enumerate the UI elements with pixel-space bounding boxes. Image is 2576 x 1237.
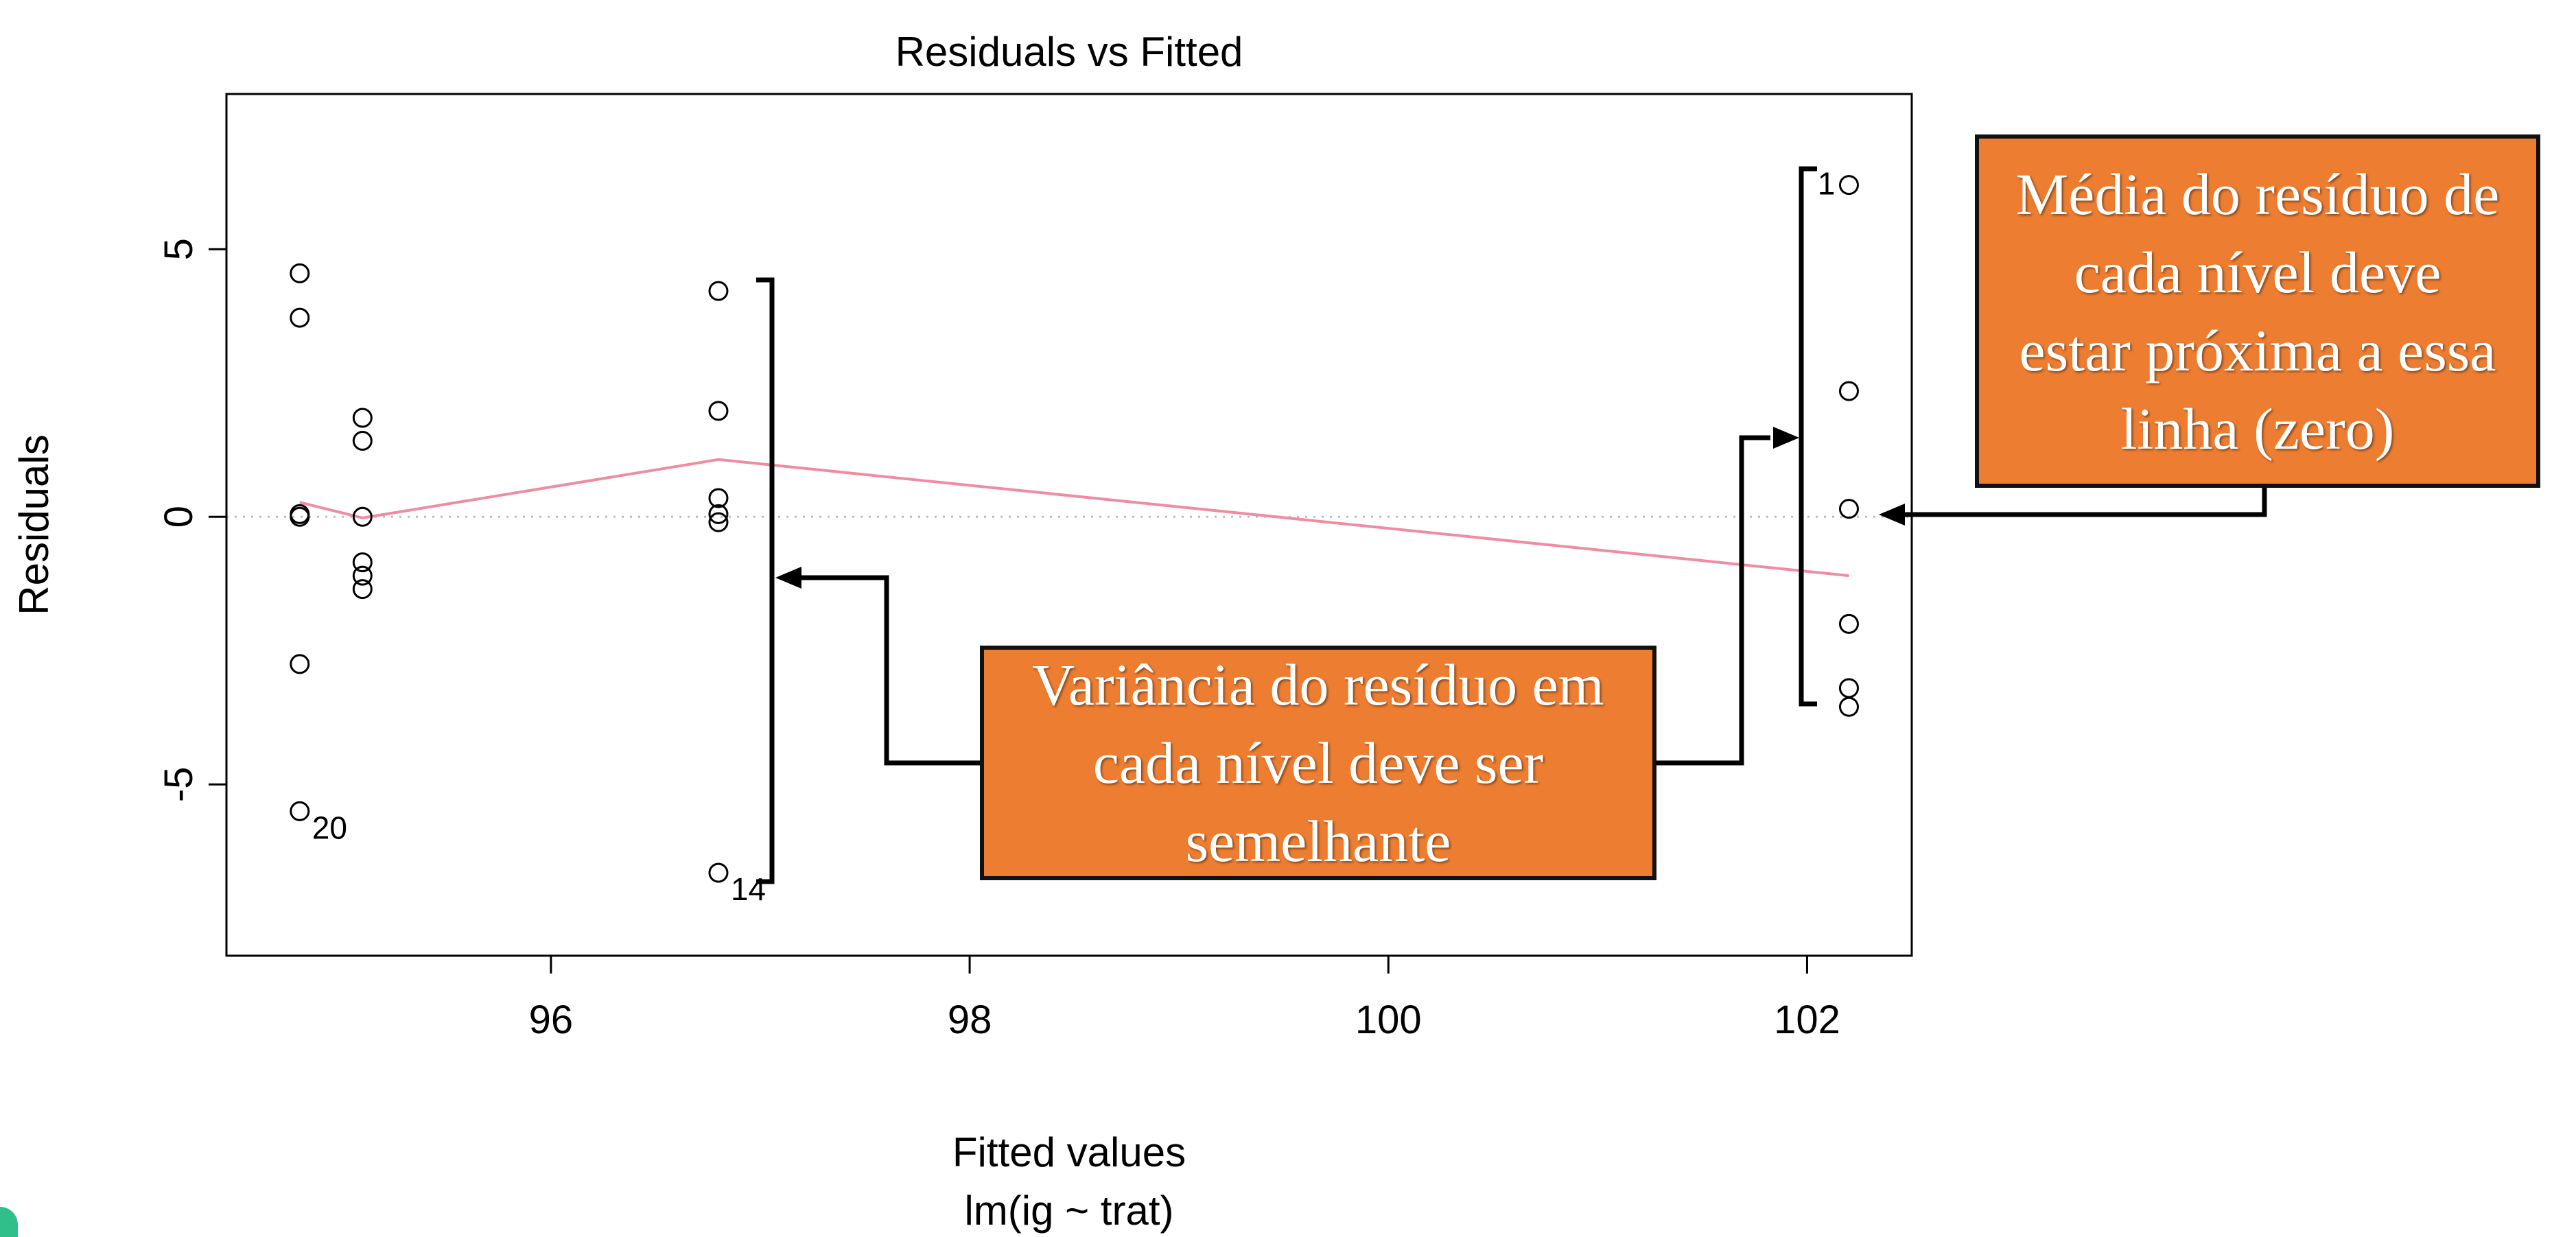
point-id-label: 14 [731, 871, 766, 907]
mean-callout-line-2: cada nível deve [2074, 239, 2442, 305]
residual-point [352, 552, 373, 573]
variance-callout-box: Variância do resíduo em cada nível deve … [980, 646, 1656, 880]
variance-bracket-level4 [1799, 166, 1817, 707]
x-tick-label: 102 [1774, 998, 1840, 1042]
variance-connector-right [1656, 435, 1770, 766]
residual-point [352, 431, 373, 451]
y-tick-label: -5 [156, 767, 201, 803]
variance-callout-line-3: semelhante [1185, 808, 1451, 874]
smoother-line [299, 458, 1849, 578]
point-id-label: 1 [1818, 166, 1836, 202]
residual-point [290, 654, 310, 674]
annotation-connectors [756, 166, 2267, 884]
mean-connector [1894, 488, 2267, 517]
mean-callout-line-3: estar próxima a essa [2019, 317, 2496, 384]
arrow-to-level4-bracket [1773, 427, 1799, 449]
residual-point [1838, 381, 1859, 401]
variance-bracket-level3 [756, 277, 775, 884]
residual-point [290, 307, 310, 328]
residual-point [708, 401, 729, 421]
x-tick-label: 100 [1355, 998, 1422, 1042]
residual-point [352, 506, 373, 527]
arrow-to-level3-bracket [775, 567, 801, 589]
variance-callout-line-1: Variância do resíduo em [1032, 652, 1604, 718]
variance-callout-line-2: cada nível deve ser [1092, 730, 1544, 796]
residual-point [708, 504, 729, 524]
point-id-label: 20 [312, 810, 347, 845]
x-axis-label: Fitted values [952, 1129, 1186, 1175]
mean-callout-box: Média do resíduo de cada nível deve esta… [1975, 134, 2540, 488]
residual-point [1838, 613, 1859, 634]
residual-point [1838, 175, 1859, 196]
residual-point [1838, 678, 1859, 698]
mean-callout-line-4: linha (zero) [2120, 395, 2395, 462]
arrow-to-zero-point [1879, 504, 1905, 526]
residual-point [352, 579, 373, 600]
residual-point [708, 862, 729, 883]
residual-point [290, 263, 310, 283]
variance-connector-left [799, 575, 980, 766]
residual-point [352, 408, 373, 428]
residual-point [708, 281, 729, 301]
mean-callout-line-1: Média do resíduo de [2015, 161, 2500, 227]
y-tick-label: 5 [156, 238, 201, 260]
residual-point [1838, 696, 1859, 717]
chart-title: Residuals vs Fitted [895, 29, 1243, 75]
y-axis-label: Residuals [11, 434, 57, 615]
residual-point [708, 512, 729, 532]
residual-point [352, 565, 373, 586]
residual-point [290, 506, 310, 527]
x-axis-model-label: lm(ig ~ trat) [964, 1188, 1173, 1234]
x-tick-label: 98 [948, 998, 992, 1042]
x-tick-label: 96 [529, 998, 574, 1042]
annotation-arrowheads [775, 427, 1905, 589]
residual-point [1838, 499, 1859, 519]
residual-point [290, 801, 310, 821]
residual-point [708, 488, 729, 508]
y-tick-label: 0 [156, 506, 201, 528]
